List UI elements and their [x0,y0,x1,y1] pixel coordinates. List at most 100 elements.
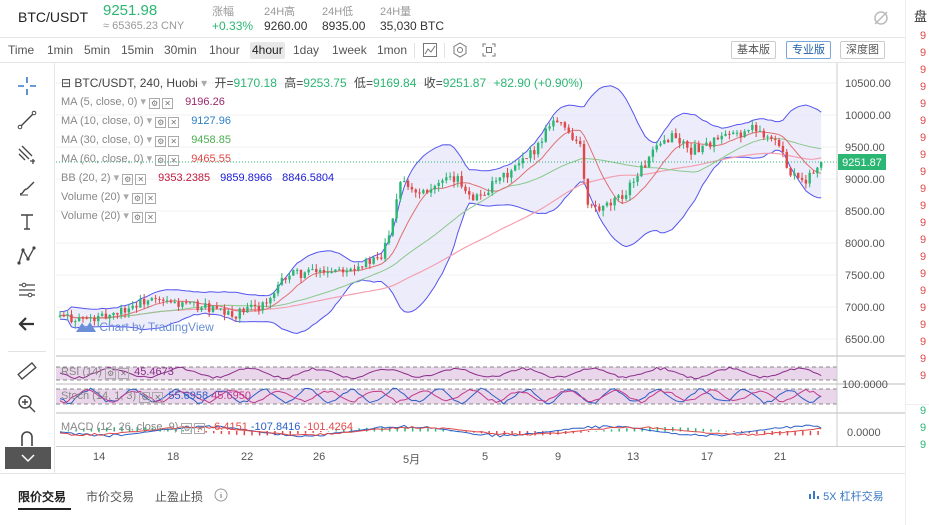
settings-icon[interactable]: ⚙ [149,98,161,109]
indicator-legend-row[interactable]: BB (20, 2) ▾ ⚙ ✕ 9353.2385 9859.8966 8846.58… [61,171,334,185]
info-icon[interactable] [214,488,228,502]
macd-bar [251,431,253,436]
chevron-down-icon[interactable]: ▾ [120,210,132,222]
legend-dropdown-icon[interactable]: ▾ [201,76,208,90]
legend-symbol[interactable]: BTC/USDT, 240, Huobi [74,76,198,90]
stat-value: 35,030 BTC [380,19,445,33]
tab-limit-order[interactable]: 限价交易 [18,490,67,504]
crosshair-icon[interactable] [16,75,38,97]
chart-canvas[interactable]: 10500.00 10000.00 9500.00 9000.00 8500.00 800… [56,63,905,446]
close-icon[interactable]: ✕ [135,174,147,185]
timeframe-30min[interactable]: 30min [164,43,197,57]
tab-market-order[interactable]: 市价交易 [86,490,135,504]
brush-icon[interactable] [16,177,38,199]
back-arrow-icon[interactable] [16,313,38,335]
settings-icon[interactable]: ⚙ [155,117,167,128]
chart-type-icon[interactable] [422,42,438,58]
close-icon[interactable]: ✕ [118,368,130,379]
macd-legend: MACD (12, 26, close, 9) ⚙ ✕ -6.4151 -107.… [61,420,353,434]
tradingview-watermark[interactable]: Chart by TradingView [76,320,214,334]
stat-high: 24H高 9260.00 [264,3,307,33]
candle-body [709,142,712,147]
settings-icon[interactable]: ⚙ [155,136,167,147]
timeframe-1day[interactable]: 1day [293,43,320,57]
settings-icon[interactable]: ⚙ [155,155,167,166]
indicator-legend-row[interactable]: Volume (20) ▾ ⚙ ✕ [61,209,158,223]
settings-icon[interactable] [452,42,468,58]
legend-high: 9253.75 [303,76,347,90]
candle-body [529,150,532,159]
indicator-legend-row[interactable]: MA (30, close, 0) ▾ ⚙ ✕ 9458.85 [61,133,231,147]
view-pro-button[interactable]: 专业版 [786,41,831,59]
settings-icon[interactable]: ⚙ [122,174,134,185]
macd-bar [82,428,85,432]
timeframe-1hour[interactable]: 1hour [209,43,240,57]
candle-body [770,136,773,139]
chart-pane[interactable]: 10500.00 10000.00 9500.00 9000.00 8500.00 800… [56,63,905,473]
pattern-icon[interactable] [16,245,38,267]
macd-bar [281,431,284,435]
trend-line-icon[interactable] [16,109,38,131]
candle-body [621,195,624,199]
candle-body [797,173,800,178]
magnet-icon[interactable] [16,427,38,449]
fib-tools-icon[interactable] [16,143,38,165]
cny-price: ≈ 65365.23 CNY [103,20,185,32]
prediction-icon[interactable] [16,279,38,301]
close-icon[interactable]: ✕ [144,193,156,204]
settings-icon[interactable]: ⚙ [139,392,151,403]
timeframe-1week[interactable]: 1week [332,43,367,57]
collapse-panel-button[interactable] [5,447,51,469]
macd-bar [633,427,636,432]
timeframe-15min[interactable]: 15min [121,43,154,57]
leverage-trade-link[interactable]: 5X 杠杆交易 [808,488,884,504]
close-icon[interactable]: ✕ [168,136,180,147]
macd-bar [243,431,246,436]
macd-bar [335,430,337,432]
text-tool-icon[interactable] [16,211,38,233]
close-icon[interactable]: ✕ [162,98,174,109]
fullscreen-icon[interactable] [481,42,497,58]
close-icon[interactable]: ✕ [168,155,180,166]
ruler-icon[interactable] [16,360,38,382]
timeframe-4hour[interactable]: 4hour [250,42,285,59]
chevron-down-icon[interactable]: ▾ [143,134,156,146]
tab-stop-order[interactable]: 止盈止损 [155,490,204,504]
indicator-legend-row[interactable]: MA (5, close, 0) ▾ ⚙ ✕ 9196.26 [61,95,225,109]
time-axis[interactable]: 14 18 22 26 5月 5 9 13 17 21 [56,446,905,473]
bollinger-band-fill [60,85,822,334]
chevron-down-icon[interactable]: ▾ [137,96,150,108]
macd-bar [67,430,70,432]
timeframe-5min[interactable]: 5min [84,43,111,57]
indicator-legend-row[interactable]: MA (60, close, 0) ▾ ⚙ ✕ 9465.55 [61,152,231,166]
settings-icon[interactable]: ⚙ [131,193,143,204]
close-icon[interactable]: ✕ [152,392,164,403]
timeframe-time[interactable]: Time [8,43,35,57]
timeframe-1min[interactable]: 1min [47,43,74,57]
chevron-down-icon[interactable]: ▾ [120,191,132,203]
current-price-tag: 9251.87 [838,154,886,170]
settings-icon[interactable]: ⚙ [181,423,193,434]
view-basic-button[interactable]: 基本版 [731,41,776,59]
close-icon[interactable]: ✕ [168,117,180,128]
chevron-down-icon[interactable]: ▾ [110,172,123,184]
view-depth-button[interactable]: 深度图 [840,41,885,59]
close-icon[interactable]: ✕ [144,212,156,223]
settings-icon[interactable]: ⚙ [131,212,143,223]
zoom-icon[interactable] [16,393,38,415]
close-icon[interactable]: ✕ [194,423,206,434]
candle-body [556,120,559,123]
indicator-legend-row[interactable]: MA (10, close, 0) ▾ ⚙ ✕ 9127.96 [61,114,231,128]
legend-close: 9251.87 [442,76,487,90]
collapse-legend-icon[interactable]: ⊟ [61,76,72,90]
price-tick-label: 7500.00 [845,270,885,282]
order-book-price: 9 [920,370,927,382]
settings-icon[interactable]: ⚙ [105,368,117,379]
candle-body [162,299,165,301]
chevron-down-icon[interactable]: ▾ [143,153,156,165]
chevron-down-icon[interactable]: ▾ [143,115,156,127]
pair-selector[interactable]: BTC/USDT [18,9,88,25]
hide-eye-icon[interactable] [872,9,890,27]
indicator-legend-row[interactable]: Volume (20) ▾ ⚙ ✕ [61,190,158,204]
timeframe-1mon[interactable]: 1mon [377,43,408,57]
